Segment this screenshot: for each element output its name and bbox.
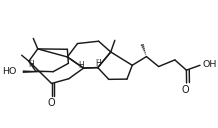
- Polygon shape: [23, 70, 53, 73]
- Text: Ḣ: Ḣ: [28, 60, 34, 69]
- Text: HO: HO: [2, 67, 16, 76]
- Text: OH: OH: [203, 60, 217, 69]
- Text: O: O: [182, 85, 190, 95]
- Text: Ḣ: Ḣ: [95, 59, 101, 68]
- Text: O: O: [47, 98, 55, 108]
- Text: H: H: [78, 61, 84, 70]
